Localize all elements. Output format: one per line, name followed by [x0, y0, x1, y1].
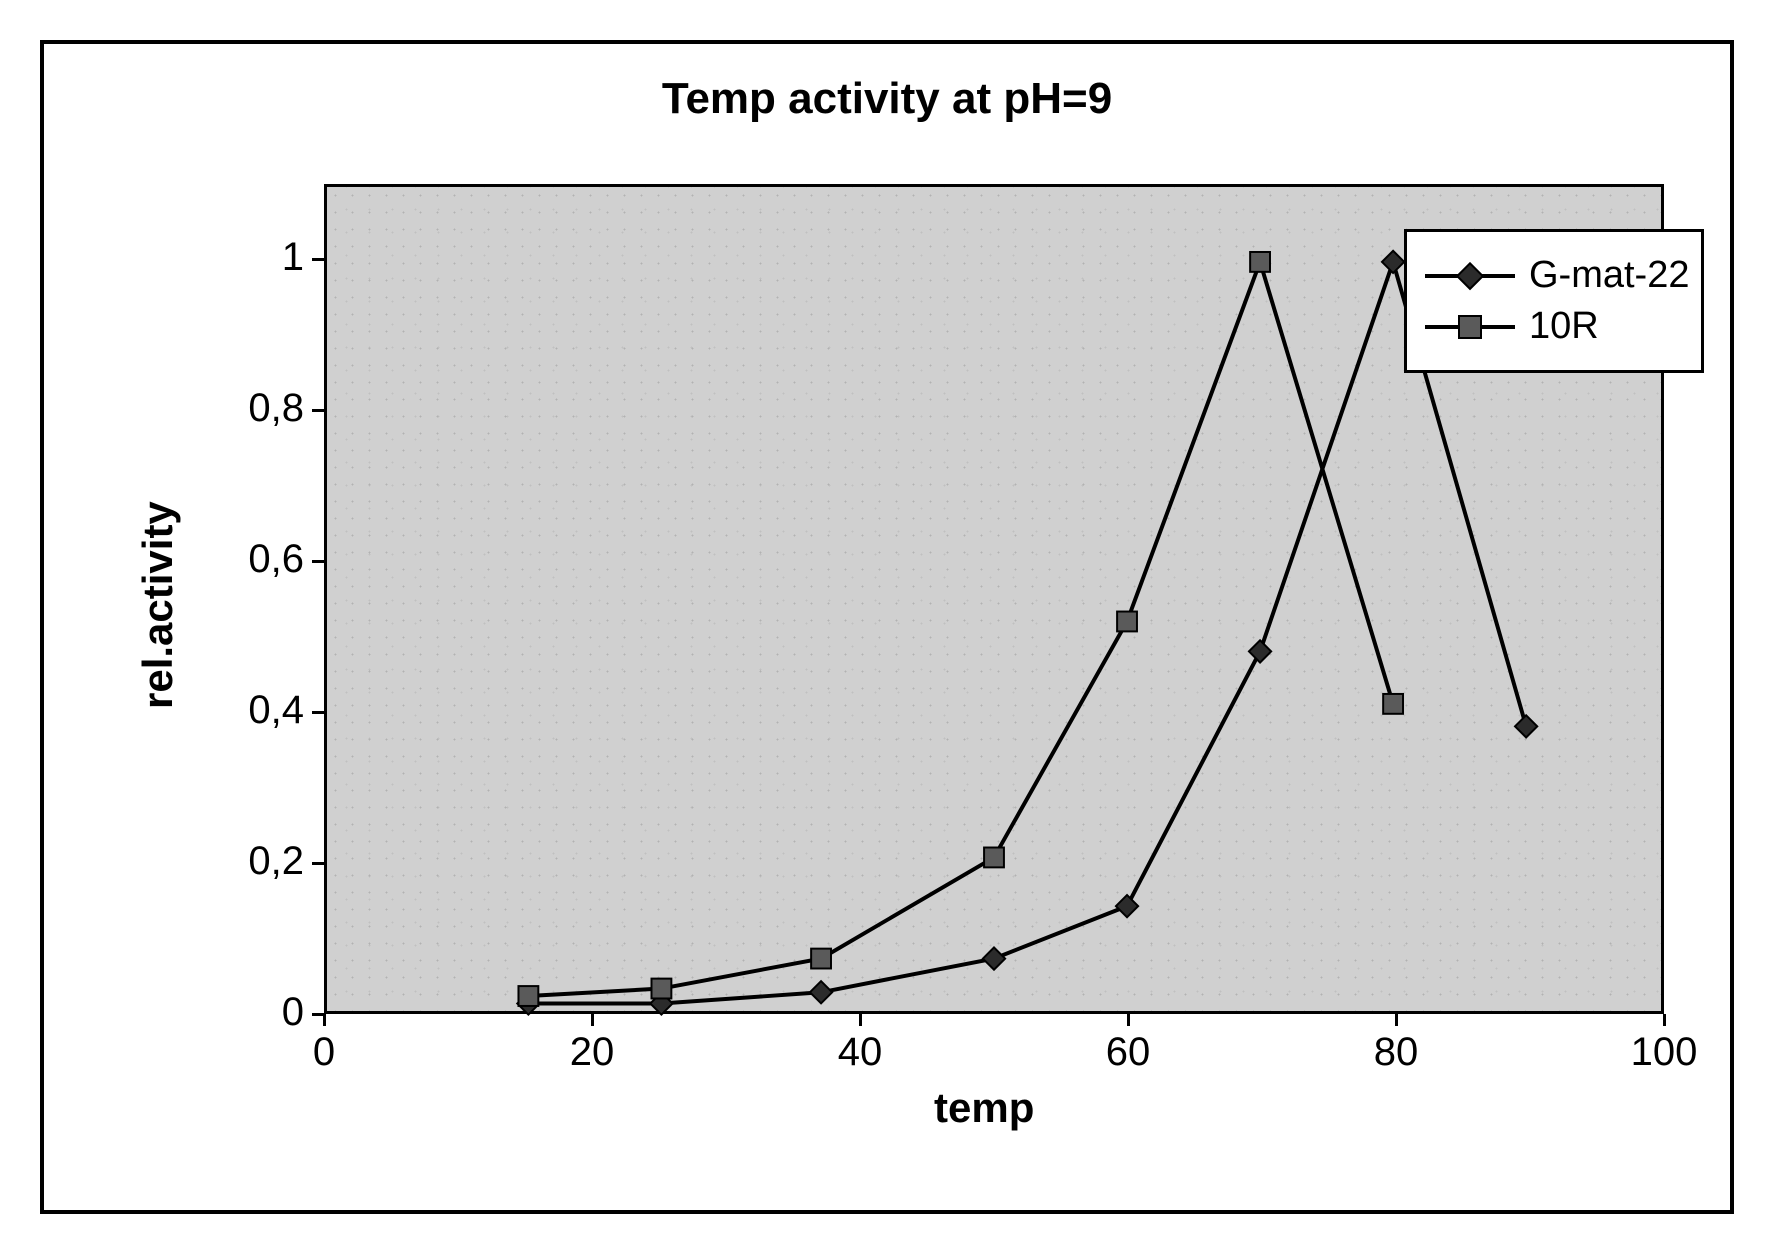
x-tick-mark: [323, 1014, 326, 1026]
x-tick-label: 60: [1106, 1030, 1151, 1075]
legend-sample: [1425, 264, 1515, 288]
y-tick-label: 0,6: [194, 537, 304, 582]
legend-label: 10R: [1529, 305, 1599, 348]
data-marker-square: [518, 986, 538, 1006]
chart-title: Temp activity at pH=9: [44, 74, 1730, 124]
legend-item: G-mat-22: [1425, 254, 1683, 297]
x-tick-mark: [591, 1014, 594, 1026]
data-marker-diamond: [983, 947, 1005, 969]
data-marker-diamond: [1515, 715, 1537, 737]
x-tick-mark: [1395, 1014, 1398, 1026]
y-tick-mark: [312, 711, 324, 714]
y-tick-label: 0,2: [194, 839, 304, 884]
data-marker-diamond: [1382, 251, 1404, 273]
y-tick-label: 1: [194, 235, 304, 280]
x-tick-label: 40: [838, 1030, 883, 1075]
data-marker-square: [651, 979, 671, 999]
data-marker-square: [1250, 252, 1270, 272]
series-line: [528, 262, 1526, 1004]
x-tick-label: 80: [1374, 1030, 1419, 1075]
square-icon: [1458, 315, 1482, 339]
x-tick-mark: [859, 1014, 862, 1026]
x-tick-label: 100: [1631, 1030, 1698, 1075]
y-tick-mark: [312, 258, 324, 261]
legend-label: G-mat-22: [1529, 254, 1689, 297]
diamond-icon: [1456, 261, 1484, 289]
data-marker-square: [1117, 612, 1137, 632]
x-tick-label: 0: [313, 1030, 335, 1075]
data-marker-square: [1383, 694, 1403, 714]
data-marker-diamond: [1116, 895, 1138, 917]
y-tick-label: 0: [194, 990, 304, 1035]
x-tick-label: 20: [570, 1030, 615, 1075]
x-axis-label: temp: [934, 1084, 1034, 1132]
y-axis-label: rel.activity: [134, 501, 182, 709]
x-tick-mark: [1663, 1014, 1666, 1026]
y-tick-label: 0,4: [194, 688, 304, 733]
chart-frame: Temp activity at pH=9 rel.activity temp …: [40, 40, 1734, 1214]
data-marker-diamond: [1249, 640, 1271, 662]
y-tick-mark: [312, 862, 324, 865]
data-marker-square: [984, 848, 1004, 868]
data-marker-square: [811, 949, 831, 969]
legend-item: 10R: [1425, 305, 1683, 348]
legend-sample: [1425, 315, 1515, 339]
legend: G-mat-22 10R: [1404, 229, 1704, 373]
x-tick-mark: [1127, 1014, 1130, 1026]
y-tick-mark: [312, 560, 324, 563]
y-tick-label: 0,8: [194, 386, 304, 431]
data-marker-diamond: [810, 981, 832, 1003]
y-tick-mark: [312, 409, 324, 412]
series-line: [528, 262, 1393, 996]
